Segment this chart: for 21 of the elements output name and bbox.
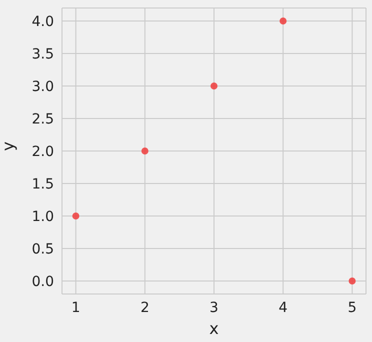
y-tick-label: 0.5 — [32, 241, 54, 258]
y-tick-label: 0.0 — [32, 274, 54, 290]
x-tick-label: 2 — [140, 300, 150, 316]
y-tick-label: 2.5 — [32, 111, 54, 128]
x-tick-label: 4 — [278, 300, 288, 316]
point — [280, 18, 287, 24]
y-tick-label: 1.0 — [32, 208, 54, 225]
point — [210, 82, 218, 90]
y-tick-label: 3.0 — [32, 78, 54, 95]
x-axis-title: x — [209, 319, 219, 338]
y-tick-label: 2.0 — [32, 144, 54, 160]
point — [72, 212, 80, 220]
y-tick-label: 1.5 — [32, 176, 54, 192]
x-tick-label: 3 — [210, 300, 218, 316]
x-tick-label: 1 — [71, 300, 80, 316]
point — [348, 278, 356, 284]
y-axis-title: y — [0, 142, 18, 151]
x-tick-label: 5 — [348, 300, 357, 316]
point — [141, 148, 148, 154]
y-tick-label: 4.0 — [32, 14, 54, 30]
y-tick-label: 3.5 — [32, 46, 54, 62]
